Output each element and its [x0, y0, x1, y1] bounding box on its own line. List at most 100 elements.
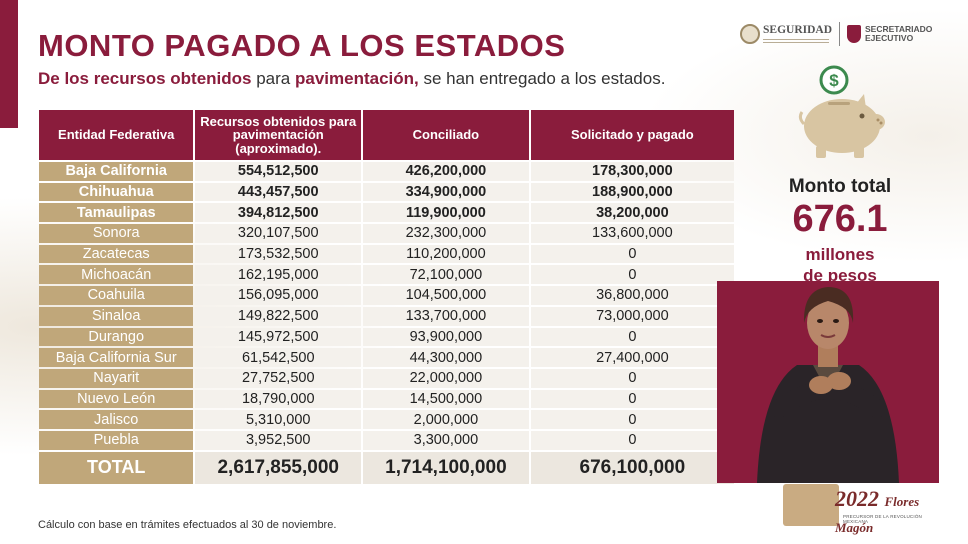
cell-recursos: 173,532,500 — [195, 244, 362, 264]
brand-year: 2022 — [835, 486, 879, 511]
table-row: Jalisco 5,310,000 2,000,000 0 — [39, 410, 734, 429]
header-pagado: Solicitado y pagado — [530, 110, 734, 160]
cell-recursos: 156,095,000 — [195, 286, 362, 305]
table-row: Durango 145,972,500 93,900,000 0 — [39, 327, 734, 347]
cell-pagado: 0 — [530, 265, 734, 285]
table-row: Coahuila 156,095,000 104,500,000 36,800,000 — [39, 286, 734, 305]
table-row: Michoacán 162,195,000 72,100,000 0 — [39, 265, 734, 285]
cell-pagado: 0 — [530, 368, 734, 388]
cell-pagado: 73,000,000 — [530, 306, 734, 326]
total-unit: millones de pesos — [752, 244, 928, 282]
logo-divider — [839, 22, 841, 46]
cell-recursos: 27,752,500 — [195, 368, 362, 388]
cell-conciliado: 1,714,100,000 — [363, 451, 529, 484]
secretariado-line-2: EJECUTIVO — [865, 33, 914, 43]
cell-estado: Tamaulipas — [39, 203, 194, 223]
cell-recursos: 61,542,500 — [195, 348, 362, 367]
cell-pagado: 133,600,000 — [530, 224, 734, 243]
table-row: Chihuahua 443,457,500 334,900,000 188,900,0… — [39, 182, 734, 202]
seguridad-logo-text: SEGURIDAD — [763, 24, 833, 36]
cell-conciliado: 426,200,000 — [363, 162, 529, 181]
cell-recursos: 554,512,500 — [195, 162, 362, 181]
total-unit-line-2: de pesos — [803, 266, 877, 282]
total-unit-line-1: millones — [805, 245, 875, 264]
cell-pagado: 0 — [530, 327, 734, 347]
cell-pagado: 0 — [530, 389, 734, 409]
total-row: TOTAL 2,617,855,000 1,714,100,000 676,100,0… — [39, 451, 734, 484]
cell-recursos: 162,195,000 — [195, 265, 362, 285]
cell-recursos: 18,790,000 — [195, 389, 362, 409]
cell-estado: Sonora — [39, 224, 194, 243]
cell-pagado: 0 — [530, 244, 734, 264]
cell-estado: Nayarit — [39, 368, 194, 388]
table-row: Nayarit 27,752,500 22,000,000 0 — [39, 368, 734, 388]
header-entidad: Entidad Federativa — [39, 110, 194, 160]
cell-conciliado: 110,200,000 — [363, 244, 529, 264]
cell-estado: Chihuahua — [39, 182, 194, 202]
cell-conciliado: 44,300,000 — [363, 348, 529, 367]
table-row: Puebla 3,952,500 3,300,000 0 — [39, 430, 734, 450]
svg-text:$: $ — [829, 71, 839, 90]
cell-estado: Coahuila — [39, 286, 194, 305]
cell-estado: Durango — [39, 327, 194, 347]
brand-name: Flores Magón — [835, 494, 920, 535]
table-row: Sonora 320,107,500 232,300,000 133,600,000 — [39, 224, 734, 243]
cell-estado: Sinaloa — [39, 306, 194, 326]
table-row: Nuevo León 18,790,000 14,500,000 0 — [39, 389, 734, 409]
table-row: Sinaloa 149,822,500 133,700,000 73,000,000 — [39, 306, 734, 326]
table-row: Zacatecas 173,532,500 110,200,000 0 — [39, 244, 734, 264]
cell-recursos: 3,952,500 — [195, 430, 362, 450]
cell-recursos: 443,457,500 — [195, 182, 362, 202]
table-row: Baja California 554,512,500 426,200,000 178… — [39, 162, 734, 181]
cell-conciliado: 334,900,000 — [363, 182, 529, 202]
cell-conciliado: 93,900,000 — [363, 327, 529, 347]
payments-table: Entidad Federativa Recursos obtenidos pa… — [37, 108, 736, 486]
cell-conciliado: 133,700,000 — [363, 306, 529, 326]
footnote: Cálculo con base en trámites efectuados … — [38, 519, 337, 531]
cell-pagado: 178,300,000 — [530, 162, 734, 181]
anniversary-brand: 2022 Flores Magón PRECURSOR DE LA REVOLU… — [783, 484, 943, 535]
cell-recursos: 394,812,500 — [195, 203, 362, 223]
cell-conciliado: 2,000,000 — [363, 410, 529, 429]
cell-pagado: 38,200,000 — [530, 203, 734, 223]
table-header-row: Entidad Federativa Recursos obtenidos pa… — [39, 110, 734, 160]
cell-recursos: 149,822,500 — [195, 306, 362, 326]
cell-estado: Jalisco — [39, 410, 194, 429]
national-seal-icon — [740, 24, 760, 44]
secretariado-line-1: SECRETARIADO — [865, 24, 933, 35]
brand-tagline: PRECURSOR DE LA REVOLUCIÓN MEXICANA — [843, 514, 922, 524]
cell-recursos: 5,310,000 — [195, 410, 362, 429]
cell-recursos: 320,107,500 — [195, 224, 362, 243]
shield-icon — [847, 25, 862, 43]
table-body: Baja California 554,512,500 426,200,000 178… — [39, 162, 734, 484]
cell-recursos: 2,617,855,000 — [195, 451, 362, 484]
cell-pagado: 676,100,000 — [530, 451, 734, 484]
cell-pagado: 0 — [530, 430, 734, 450]
sign-language-interpreter — [717, 281, 939, 483]
cell-recursos: 145,972,500 — [195, 327, 362, 347]
cell-conciliado: 3,300,000 — [363, 430, 529, 450]
table-row: Baja California Sur 61,542,500 44,300,000 2… — [39, 348, 734, 367]
cell-conciliado: 72,100,000 — [363, 265, 529, 285]
cell-estado: Baja California Sur — [39, 348, 194, 367]
institution-logos: SEGURIDAD SECRETARIADO EJECUTIVO — [740, 20, 932, 48]
cell-conciliado: 14,500,000 — [363, 389, 529, 409]
cell-conciliado: 104,500,000 — [363, 286, 529, 305]
subtitle-text-1: para — [251, 69, 295, 88]
flores-magon-portrait — [783, 484, 839, 526]
cell-pagado: 0 — [530, 410, 734, 429]
cell-pagado: 27,400,000 — [530, 348, 734, 367]
cell-estado: Puebla — [39, 430, 194, 450]
page-title: MONTO PAGADO A LOS ESTADOS — [38, 28, 566, 63]
dollar-coin-icon: $ — [819, 65, 849, 95]
cell-estado: Zacatecas — [39, 244, 194, 264]
cell-conciliado: 119,900,000 — [363, 203, 529, 223]
cell-conciliado: 232,300,000 — [363, 224, 529, 243]
subtitle-bold-2: pavimentación, — [294, 69, 419, 88]
accent-bar — [0, 0, 18, 128]
cell-estado: Baja California — [39, 162, 194, 181]
cell-estado: Nuevo León — [39, 389, 194, 409]
piggy-bank-icon: $ — [798, 65, 885, 158]
cell-estado: Michoacán — [39, 265, 194, 285]
header-conciliado: Conciliado — [363, 110, 529, 160]
